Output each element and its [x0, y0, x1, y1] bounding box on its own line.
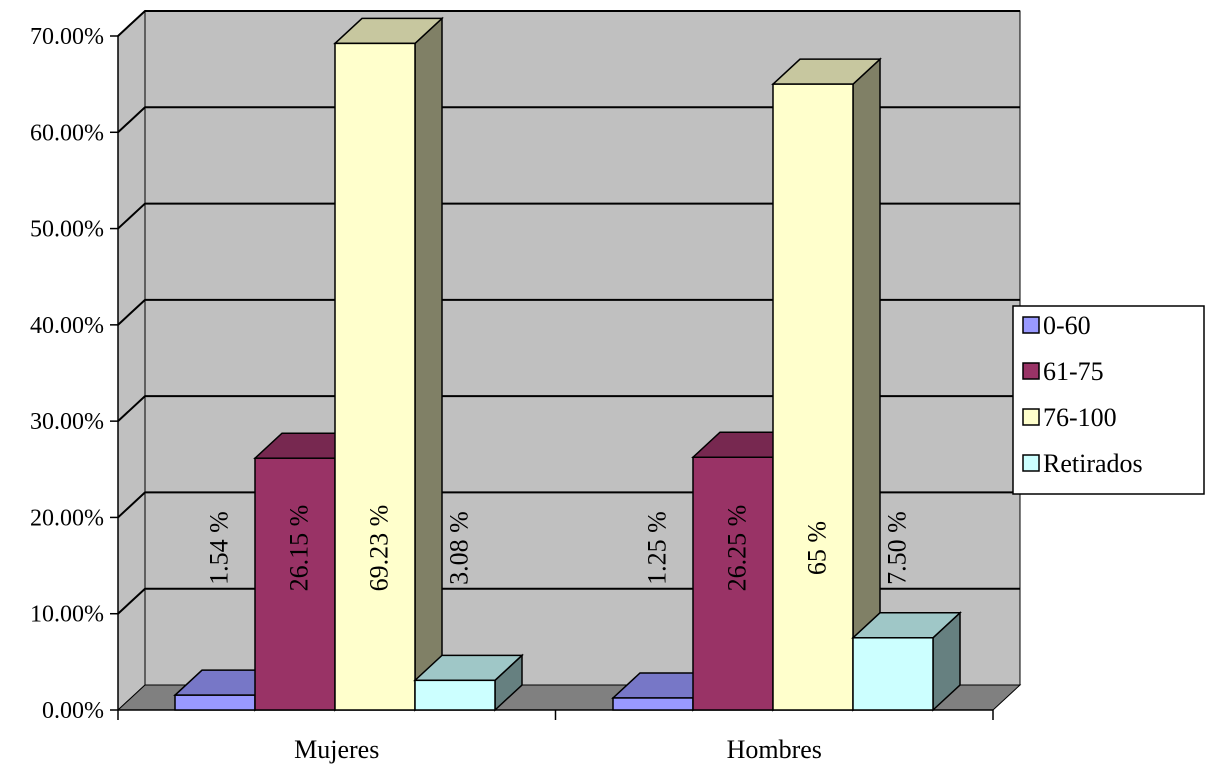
data-label: 7.50 % — [883, 511, 912, 585]
legend-label: 76-100 — [1043, 403, 1117, 432]
bar-front — [174, 694, 256, 711]
bar-side — [852, 57, 881, 712]
bar-front — [852, 637, 934, 711]
gridline — [117, 10, 1020, 37]
legend-swatch — [1022, 316, 1040, 334]
category-labels: Mujeres Hombres — [294, 735, 822, 764]
legend-item: Retirados — [1022, 449, 1143, 478]
y-tick-label: 60.00% — [30, 120, 104, 146]
side-wall — [117, 9, 146, 712]
data-label: 1.54 % — [205, 511, 234, 585]
bar-front — [692, 456, 774, 711]
legend-label: Retirados — [1043, 449, 1143, 478]
gridline — [117, 395, 1020, 422]
bar-front — [772, 83, 854, 711]
data-label: 3.08 % — [445, 511, 474, 585]
gridline — [117, 106, 1020, 134]
legend-item: 76-100 — [1022, 403, 1117, 432]
bar — [333, 16, 444, 712]
bar-front — [334, 42, 416, 711]
data-labels: 1.54 % 26.15 % 69.23 % 3.08 % 1.25 % 26.25 % 6… — [205, 505, 912, 592]
chart-walls — [116, 9, 1022, 712]
data-label: 26.25 % — [723, 505, 752, 592]
y-tick-label: 20.00% — [30, 505, 104, 531]
legend-box — [1012, 305, 1205, 495]
legend-label: 61-75 — [1043, 357, 1104, 386]
y-tick-labels: 0.00% 10.00% 20.00% 30.00% 40.00% 50.00% 60.00… — [30, 24, 104, 724]
legend-item: 0-60 — [1022, 311, 1091, 340]
data-label: 65 % — [803, 521, 832, 575]
y-tick-label: 30.00% — [30, 409, 104, 435]
legend-swatch — [1022, 408, 1040, 426]
category-label: Mujeres — [294, 735, 379, 764]
y-tick-label: 10.00% — [30, 602, 104, 628]
y-tick-label: 0.00% — [42, 698, 104, 724]
bars — [173, 16, 962, 712]
category-label: Hombres — [727, 735, 822, 764]
bar-side — [414, 16, 443, 712]
gridline — [117, 298, 1020, 326]
data-label: 69.23 % — [365, 505, 394, 592]
legend-swatch — [1022, 454, 1040, 472]
bar-front — [254, 457, 336, 711]
bar-front — [414, 679, 496, 711]
legend: 0-60 61-75 76-100 Retirados — [1012, 305, 1205, 495]
data-label: 26.15 % — [285, 505, 314, 592]
y-tick-label: 70.00% — [30, 24, 104, 50]
bar-front — [612, 697, 694, 711]
bar — [851, 611, 962, 712]
y-tick-label: 50.00% — [30, 217, 104, 243]
bar — [771, 57, 882, 712]
bar — [413, 653, 524, 712]
legend-swatch — [1022, 362, 1040, 380]
legend-item: 61-75 — [1022, 357, 1104, 386]
legend-label: 0-60 — [1043, 311, 1091, 340]
gridline — [117, 202, 1020, 230]
y-tick-label: 40.00% — [30, 313, 104, 339]
data-label: 1.25 % — [643, 511, 672, 585]
